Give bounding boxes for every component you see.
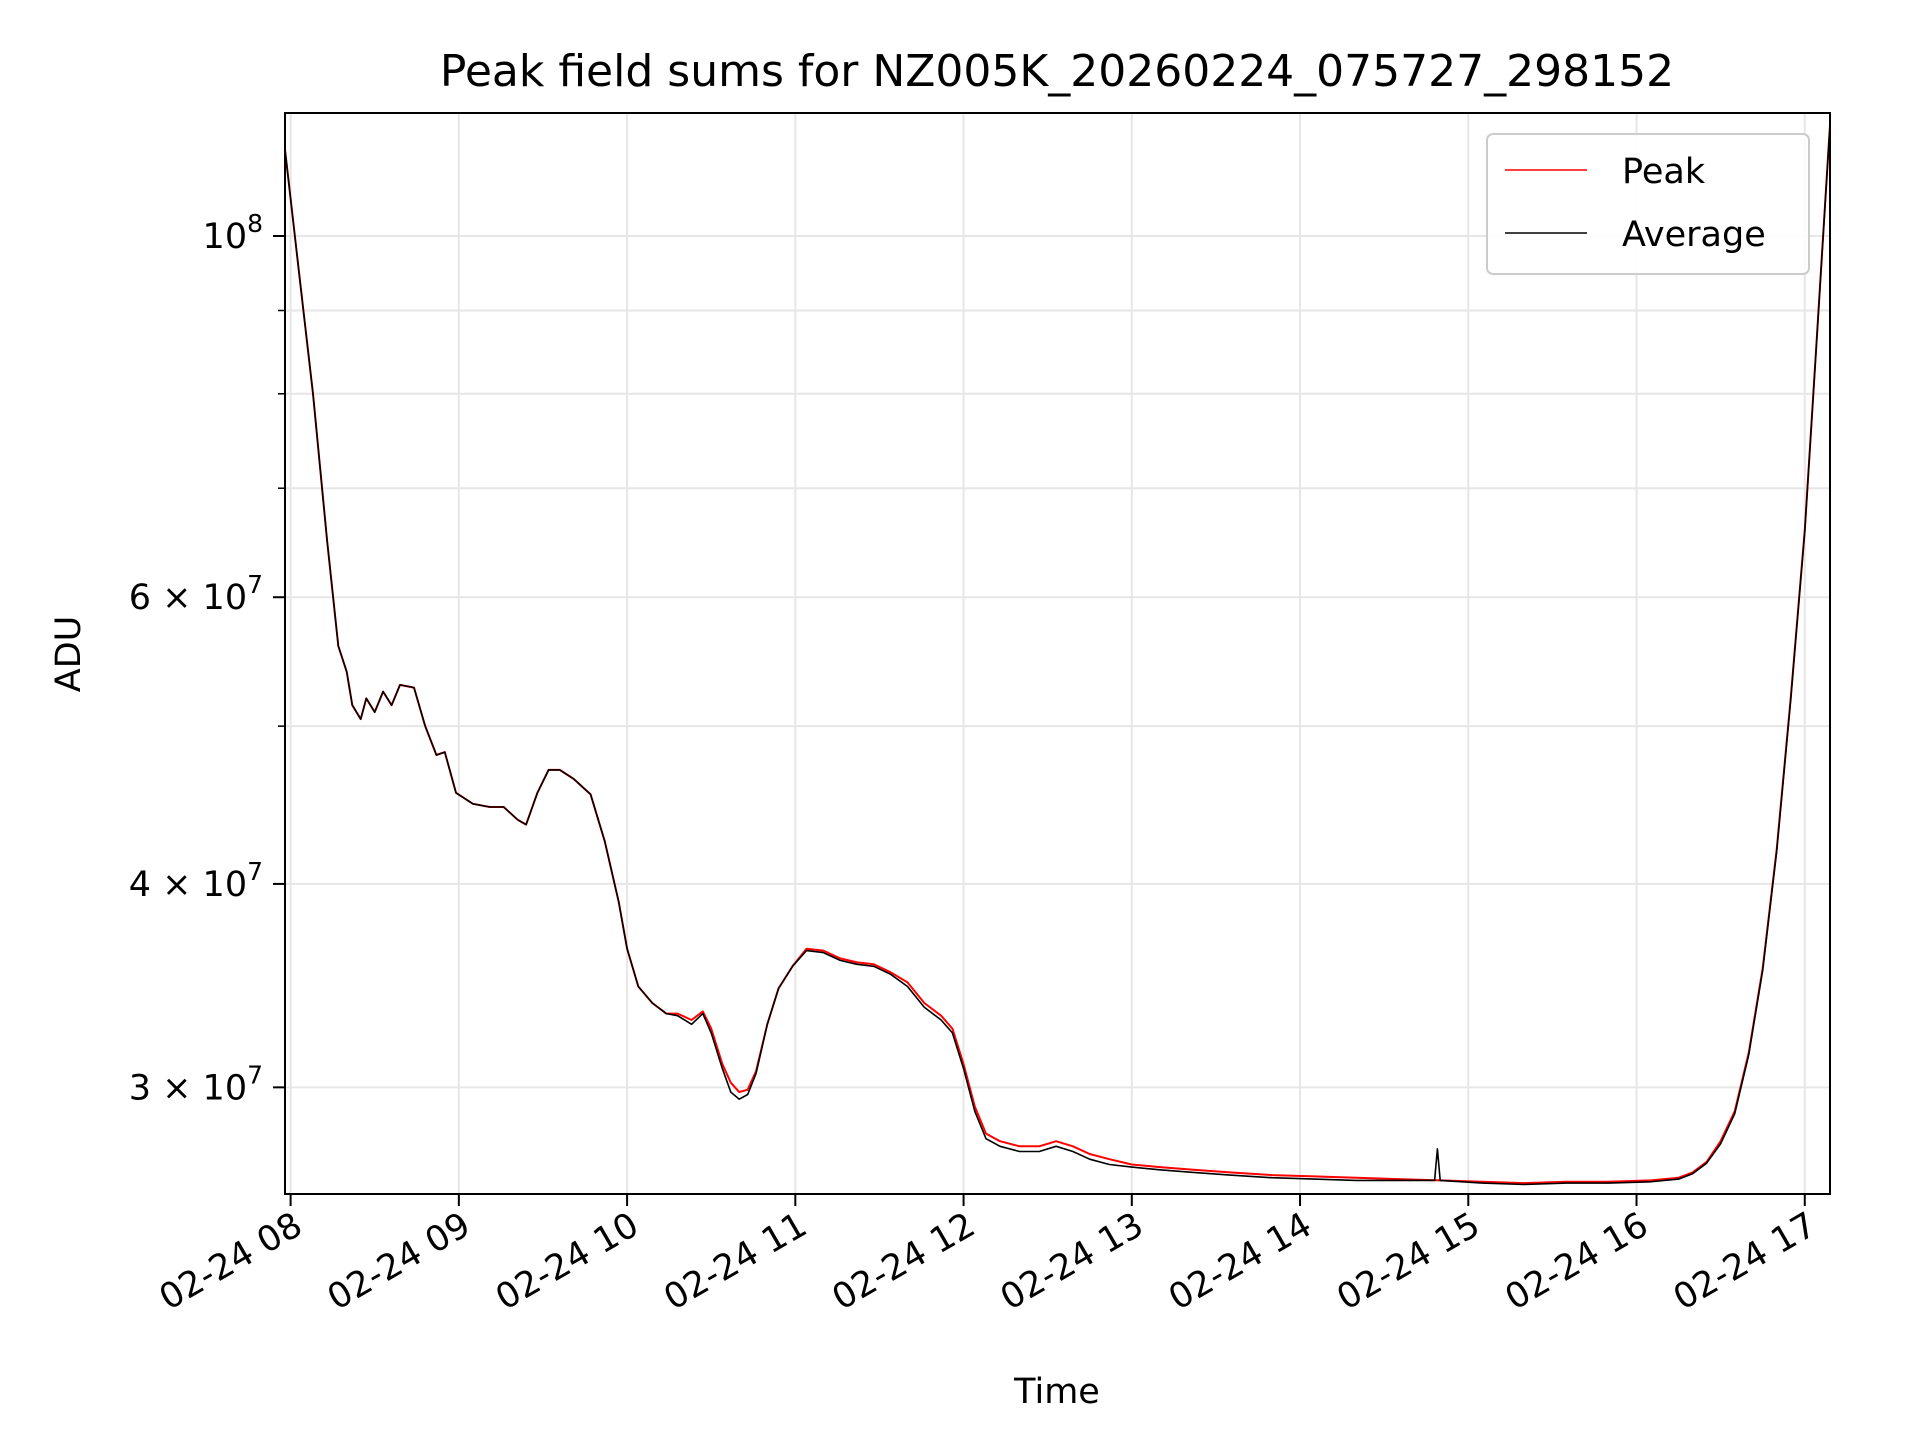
legend-box (1486, 133, 1810, 275)
y-axis-label: ADU (49, 616, 89, 693)
legend: Peak Average (1486, 133, 1810, 275)
series-line-average (285, 124, 1830, 1186)
y-tick-label: 4 × 107 (129, 857, 263, 905)
y-tick-label: 108 (203, 209, 263, 257)
y-tick-label: 3 × 107 (129, 1060, 263, 1108)
x-axis-label: Time (1013, 1372, 1100, 1412)
chart-title: Peak field sums for NZ005K_20260224_0757… (440, 46, 1674, 97)
legend-label-average: Average (1622, 215, 1766, 255)
series-layer (285, 124, 1830, 1186)
grid-layer (285, 113, 1830, 1194)
legend-label-peak: Peak (1622, 152, 1706, 192)
y-tick-label: 6 × 107 (129, 570, 263, 618)
y-axis-ticks: 3 × 107 4 × 107 6 × 107 108 (129, 209, 285, 1108)
plot-frame (284, 112, 1831, 1195)
